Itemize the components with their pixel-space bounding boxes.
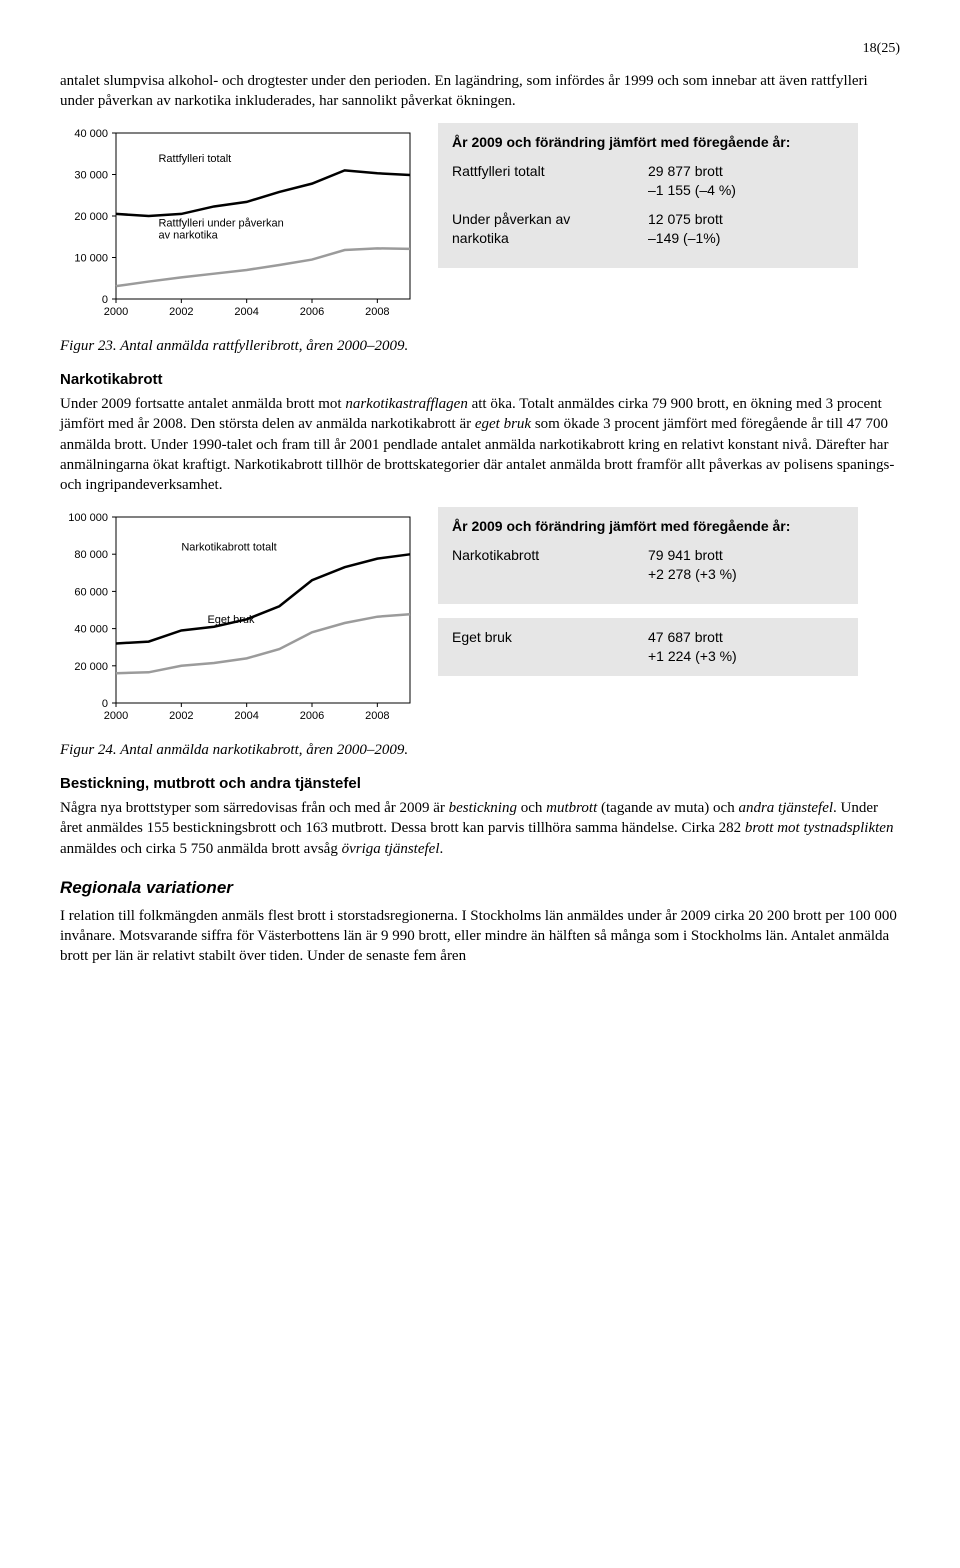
svg-text:0: 0 xyxy=(102,294,108,306)
infobox2-row-1: Eget bruk 47 687 brott +1 224 (+3 %) xyxy=(452,628,844,666)
chart-1: 0 10 000 20 000 30 000 40 000 2000 2002 2004 200… xyxy=(60,123,420,329)
chart2-svg: 0 20 000 40 000 60 000 80 000 100 000 2000 2002… xyxy=(60,507,420,727)
caption-1: Figur 23. Antal anmälda rattfylleribrott… xyxy=(60,336,900,356)
svg-text:30 000: 30 000 xyxy=(74,170,108,182)
chart1-svg: 0 10 000 20 000 30 000 40 000 2000 2002 2004 200… xyxy=(60,123,420,323)
ib2-val-1: 47 687 brott +1 224 (+3 %) xyxy=(648,628,844,666)
svg-text:Rattfylleri totalt: Rattfylleri totalt xyxy=(158,153,231,165)
heading-narkotikabrott: Narkotikabrott xyxy=(60,370,900,390)
infobox1-title: År 2009 och förändring jämfört med föreg… xyxy=(452,133,844,152)
section4-body: I relation till folkmängden anmäls flest… xyxy=(60,906,900,967)
ib1-label-1: Under påverkan av narkotika xyxy=(452,210,628,248)
infobox1-row-1: Under påverkan av narkotika 12 075 brott–… xyxy=(452,210,844,248)
intro-paragraph: antalet slumpvisa alkohol- och drogteste… xyxy=(60,71,900,112)
svg-text:2006: 2006 xyxy=(300,710,324,722)
svg-text:2000: 2000 xyxy=(104,710,128,722)
svg-text:Rattfylleri under påverkanav n: Rattfylleri under påverkanav narkotika xyxy=(158,218,283,242)
svg-text:2002: 2002 xyxy=(169,306,193,318)
infobox2-row-0: Narkotikabrott 79 941 brott +2 278 (+3 %… xyxy=(452,546,844,584)
svg-text:100 000: 100 000 xyxy=(68,512,108,524)
svg-text:Narkotikabrott totalt: Narkotikabrott totalt xyxy=(181,542,276,554)
section3-body: Några nya brottstyper som särredovisas f… xyxy=(60,798,900,859)
heading-regionala: Regionala variationer xyxy=(60,877,900,900)
ib2-label-1: Eget bruk xyxy=(452,628,628,666)
svg-text:40 000: 40 000 xyxy=(74,624,108,636)
ib1-label-0: Rattfylleri totalt xyxy=(452,162,628,200)
page-number: 18(25) xyxy=(60,40,900,59)
svg-text:2008: 2008 xyxy=(365,710,389,722)
svg-text:20 000: 20 000 xyxy=(74,211,108,223)
svg-text:2000: 2000 xyxy=(104,306,128,318)
infobox2-title: År 2009 och förändring jämfört med föreg… xyxy=(452,517,844,536)
caption-2: Figur 24. Antal anmälda narkotikabrott, … xyxy=(60,740,900,760)
section2-body: Under 2009 fortsatte antalet anmälda bro… xyxy=(60,394,900,495)
svg-text:60 000: 60 000 xyxy=(74,587,108,599)
svg-text:2002: 2002 xyxy=(169,710,193,722)
svg-text:80 000: 80 000 xyxy=(74,550,108,562)
heading-bestickning: Bestickning, mutbrott och andra tjänstef… xyxy=(60,774,900,794)
ib2-label-0: Narkotikabrott xyxy=(452,546,628,584)
svg-text:2004: 2004 xyxy=(234,710,258,722)
svg-text:20 000: 20 000 xyxy=(74,661,108,673)
ib1-val-1: 12 075 brott–149 (–1%) xyxy=(648,210,844,248)
figure-23-row: 0 10 000 20 000 30 000 40 000 2000 2002 2004 200… xyxy=(60,123,900,329)
ib1-val-0: 29 877 brott–1 155 (–4 %) xyxy=(648,162,844,200)
chart-2: 0 20 000 40 000 60 000 80 000 100 000 2000 2002… xyxy=(60,507,420,733)
ib2-val-0: 79 941 brott +2 278 (+3 %) xyxy=(648,546,844,584)
infobox-2a: År 2009 och förändring jämfört med föreg… xyxy=(438,507,858,604)
svg-text:10 000: 10 000 xyxy=(74,253,108,265)
infobox-1: År 2009 och förändring jämfört med föreg… xyxy=(438,123,858,267)
svg-text:0: 0 xyxy=(102,698,108,710)
infobox-2b: Eget bruk 47 687 brott +1 224 (+3 %) xyxy=(438,618,858,676)
figure-24-row: 0 20 000 40 000 60 000 80 000 100 000 2000 2002… xyxy=(60,507,900,733)
svg-text:2006: 2006 xyxy=(300,306,324,318)
svg-text:40 000: 40 000 xyxy=(74,128,108,140)
infobox1-row-0: Rattfylleri totalt 29 877 brott–1 155 (–4… xyxy=(452,162,844,200)
svg-text:Eget bruk: Eget bruk xyxy=(207,614,255,626)
svg-text:2004: 2004 xyxy=(234,306,258,318)
svg-text:2008: 2008 xyxy=(365,306,389,318)
